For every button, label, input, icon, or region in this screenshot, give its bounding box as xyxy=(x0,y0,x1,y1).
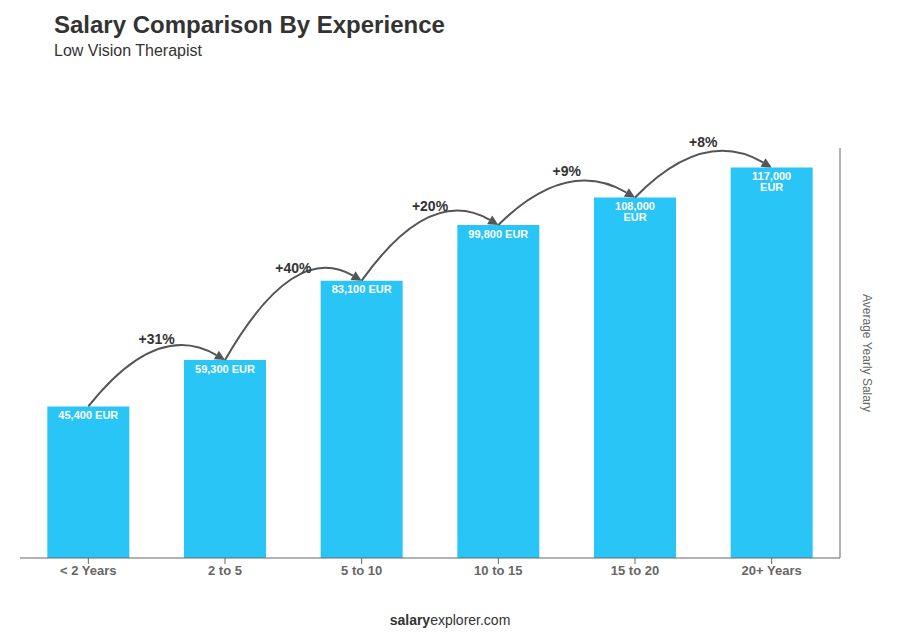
svg-text:117,000EUR: 117,000EUR xyxy=(752,170,791,193)
svg-text:108,000EUR: 108,000EUR xyxy=(615,200,655,223)
svg-text:+31%: +31% xyxy=(139,331,176,347)
svg-text:45,400 EUR: 45,400 EUR xyxy=(58,409,118,421)
svg-text:20+ Years: 20+ Years xyxy=(742,563,802,578)
svg-text:15 to 20: 15 to 20 xyxy=(611,563,659,578)
svg-text:83,100 EUR: 83,100 EUR xyxy=(332,283,392,295)
svg-text:Average Yearly Salary: Average Yearly Salary xyxy=(860,294,874,412)
svg-text:+20%: +20% xyxy=(412,198,449,214)
html-text:Salary Comparison By Experienc: Salary Comparison By Experience xyxy=(54,11,445,38)
svg-text:99,800 EUR: 99,800 EUR xyxy=(468,228,528,240)
html-text:salary explorer.com: salary explorer.com xyxy=(389,612,511,628)
svg-text:+9%: +9% xyxy=(552,163,581,179)
svg-text:59,300 EUR: 59,300 EUR xyxy=(195,363,255,375)
svg-text:10 to 15: 10 to 15 xyxy=(474,563,522,578)
svg-text:+40%: +40% xyxy=(275,260,312,276)
svg-text:< 2 Years: < 2 Years xyxy=(60,563,117,578)
html-text:Low Vision Therapist: Low Vision Therapist xyxy=(54,42,202,59)
svg-text:2 to 5: 2 to 5 xyxy=(208,563,242,578)
svg-text:+8%: +8% xyxy=(689,134,718,150)
svg-text:5 to 10: 5 to 10 xyxy=(341,563,382,578)
